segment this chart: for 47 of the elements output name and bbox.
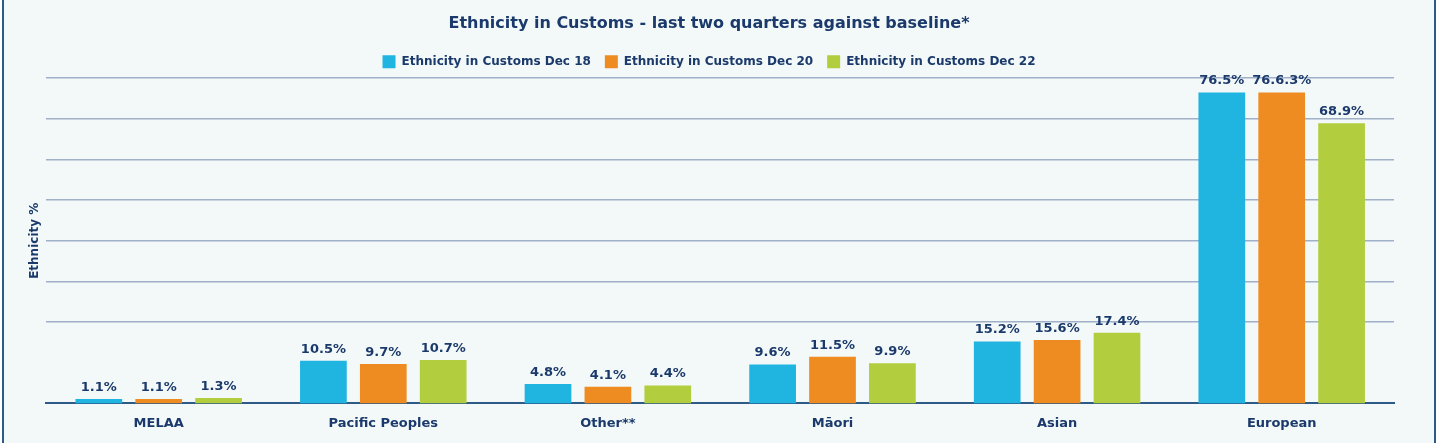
data-label: 9.6%	[754, 344, 791, 360]
bar	[135, 398, 183, 404]
data-label: 1.3%	[200, 377, 237, 393]
x-tick-label: Pacific Peoples	[328, 414, 439, 430]
data-label: 76.5%	[1199, 72, 1245, 88]
data-label: 10.7%	[420, 339, 466, 355]
data-label: 11.5%	[809, 336, 856, 352]
data-label: 15.6%	[1034, 319, 1080, 335]
data-label: 4.8%	[529, 363, 567, 379]
data-label: 4.4%	[649, 365, 686, 381]
bar	[584, 386, 632, 404]
x-tick-label: Other**	[580, 414, 636, 430]
x-tick-label: Māori	[811, 414, 854, 430]
data-label: 1.1%	[140, 378, 177, 394]
bar	[75, 398, 123, 404]
x-tick-label: European	[1246, 414, 1317, 430]
bar	[973, 341, 1021, 404]
data-label: 9.7%	[365, 343, 402, 359]
bar	[749, 364, 796, 404]
bar	[419, 359, 467, 404]
y-axis-title: Ethnicity %	[27, 202, 42, 279]
bar	[1198, 92, 1246, 404]
bar	[524, 383, 572, 404]
data-label: 15.2%	[974, 321, 1020, 337]
data-label: 68.9%	[1319, 103, 1365, 119]
bar	[1093, 332, 1141, 404]
chart-title: Ethnicity in Customs - last two quarters against baseline*	[448, 12, 971, 32]
bar	[300, 360, 347, 404]
bar	[809, 356, 856, 404]
bar	[1033, 339, 1081, 404]
data-label: 10.5%	[300, 340, 346, 356]
bar	[359, 363, 407, 404]
legend-label: Ethnicity in Customs Dec 20	[623, 53, 814, 68]
data-label: 9.9%	[874, 343, 911, 359]
data-label: 1.1%	[80, 378, 117, 394]
bar	[195, 398, 242, 404]
legend-label: Ethnicity in Customs Dec 22	[846, 53, 1036, 68]
x-tick-label: MELAA	[133, 414, 184, 430]
bar	[644, 385, 692, 404]
data-label: 4.1%	[589, 366, 626, 382]
data-label: 76.6.3%	[1252, 72, 1312, 88]
legend-label: Ethnicity in Customs Dec 18	[401, 53, 591, 68]
bar	[1318, 123, 1365, 404]
x-tick-label: Asian	[1036, 414, 1078, 430]
bar	[1258, 92, 1306, 404]
data-label: 17.4%	[1094, 312, 1140, 328]
bar	[869, 363, 916, 404]
